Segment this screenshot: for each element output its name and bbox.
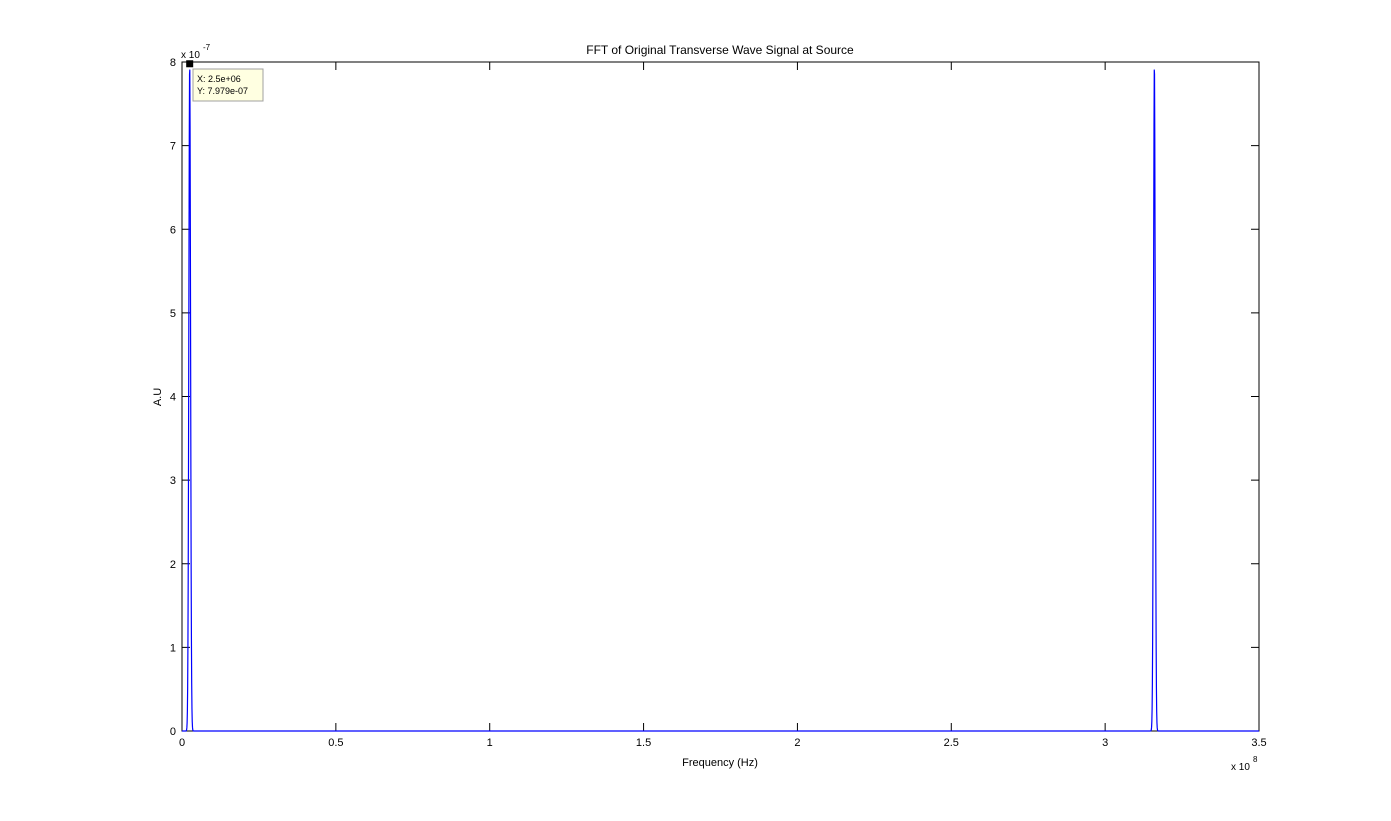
fft-series-line [182,69,1259,732]
x-axis-label: Frequency (Hz) [682,757,758,769]
y-tick-label: 2 [170,559,176,571]
y-tick-label: 0 [170,726,176,738]
x-tick-label: 2.5 [944,737,959,749]
datatip-y-label: Y: 7.979e-07 [197,86,248,96]
y-tick-label: 8 [170,57,176,69]
y-tick-label: 1 [170,642,176,654]
y-scale-exponent-base: x 10 [181,50,200,61]
y-tick-label: 6 [170,224,176,236]
datatip-marker[interactable] [186,60,194,68]
x-scale-exponent: x 10 8 [1231,755,1258,773]
x-tick-label: 0 [179,737,185,749]
x-tick-label: 0.5 [328,737,343,749]
x-tick-label: 2 [794,737,800,749]
x-axis-ticks: 0 0.5 1 1.5 2 2.5 3 3.5 [179,62,1267,749]
datatip[interactable]: X: 2.5e+06 Y: 7.979e-07 [186,60,264,102]
y-tick-label: 5 [170,308,176,320]
axes: 0 0.5 1 1.5 2 2.5 3 3.5 0 1 2 3 4 5 6 7 8 [170,57,1267,749]
y-axis-label: A.U [152,388,164,406]
y-scale-exponent-power: -7 [203,43,211,52]
x-scale-exponent-power: 8 [1253,755,1258,764]
plot-area [181,61,1260,732]
x-tick-label: 1 [487,737,493,749]
y-scale-exponent: x 10 -7 [181,43,211,61]
x-scale-exponent-base: x 10 [1231,762,1250,773]
x-tick-label: 3 [1102,737,1108,749]
series-layer [182,69,1259,732]
datatip-x-label: X: 2.5e+06 [197,74,241,84]
x-tick-label: 3.5 [1251,737,1266,749]
chart-title: FFT of Original Transverse Wave Signal a… [586,43,854,57]
y-axis-ticks: 0 1 2 3 4 5 6 7 8 [170,57,1259,738]
datatip-box [192,68,264,102]
y-tick-label: 7 [170,141,176,153]
y-tick-label: 3 [170,475,176,487]
x-tick-label: 1.5 [636,737,651,749]
y-tick-label: 4 [170,392,176,404]
